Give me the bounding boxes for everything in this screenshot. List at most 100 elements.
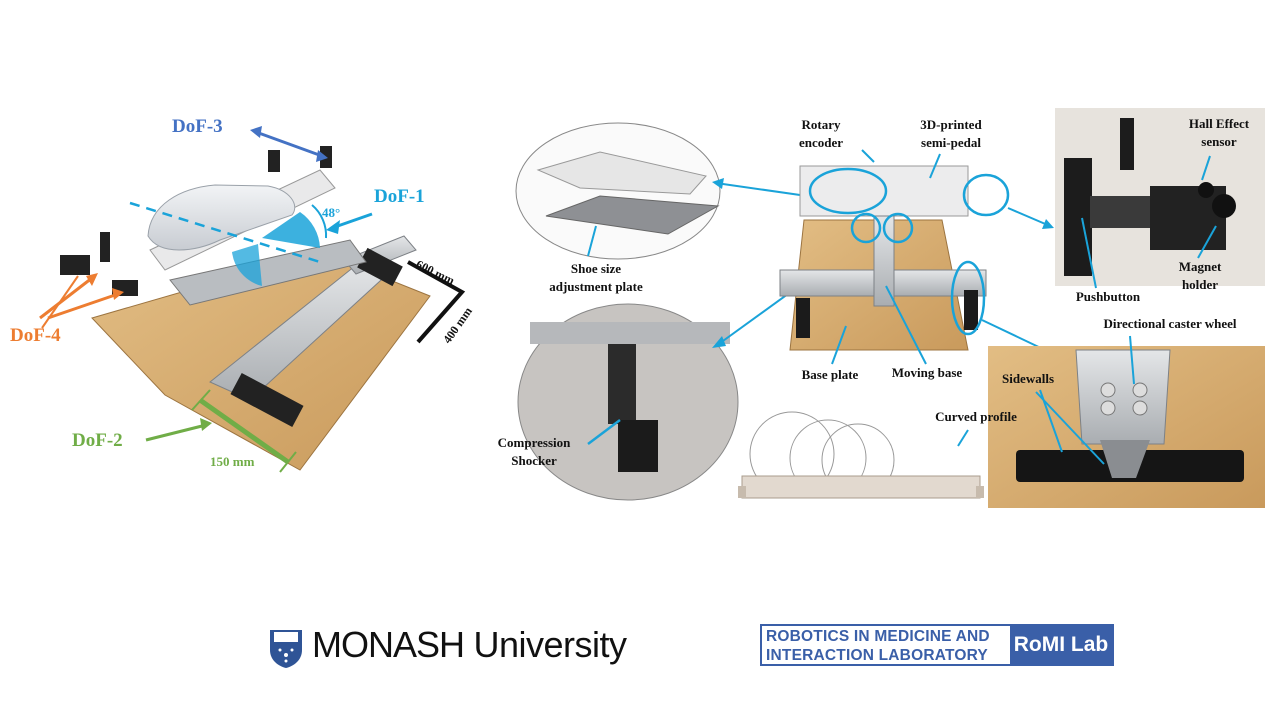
left-caster-back bbox=[357, 247, 403, 287]
hall-callout bbox=[1201, 155, 1211, 181]
dimension-corner bbox=[407, 260, 466, 344]
dof2-tick-a bbox=[191, 389, 211, 411]
shoe-plate-top bbox=[536, 151, 707, 195]
profile-bar bbox=[741, 475, 981, 499]
shoe-plate-pointer-head bbox=[712, 178, 724, 189]
left-moving-frame bbox=[169, 239, 367, 306]
profile-end-right bbox=[976, 486, 984, 498]
caster-bolt-2 bbox=[1132, 382, 1148, 398]
compression-label-line2: Shocker bbox=[511, 453, 557, 468]
left-bracket-1 bbox=[268, 150, 280, 172]
rotary-encoder-label: Rotary encoder bbox=[788, 116, 854, 152]
caster-circle bbox=[950, 260, 986, 336]
encoder-callout bbox=[861, 149, 875, 163]
hall-pointer bbox=[1007, 207, 1051, 227]
caster-bolt-4 bbox=[1132, 400, 1148, 416]
top-pedal bbox=[799, 165, 969, 217]
dof4-arrowhead-a bbox=[86, 273, 98, 286]
shocker-frame bbox=[530, 322, 730, 344]
dof1-arrowhead bbox=[326, 220, 340, 234]
monash-crest-icon bbox=[270, 630, 302, 668]
semi-pedal-label: 3D-printed semi-pedal bbox=[906, 116, 996, 152]
caster-wheel-label: Directional caster wheel bbox=[1103, 316, 1237, 331]
semi-pedal-label-line1: 3D-printed bbox=[920, 117, 982, 132]
base-plate-label: Base plate bbox=[801, 367, 859, 382]
shocker-spring bbox=[608, 344, 636, 424]
hall-circle bbox=[962, 173, 1010, 217]
dof4-label: DoF-4 bbox=[10, 325, 61, 346]
center-circle-b bbox=[882, 212, 914, 244]
left-bracket-4 bbox=[100, 232, 110, 262]
dof3-label: DoF-3 bbox=[172, 116, 223, 137]
sensor-plate bbox=[1064, 158, 1092, 276]
magnet-callout bbox=[1197, 225, 1217, 259]
sidewalls-callout-b bbox=[1035, 391, 1105, 465]
romi-logo-line2: INTERACTION LABORATORY bbox=[766, 647, 988, 664]
romi-logo: ROBOTICS IN MEDICINE AND INTERACTION LAB… bbox=[760, 624, 1114, 666]
sidewalls-label: Sidewalls bbox=[1001, 371, 1054, 386]
dof3-arrowhead-b bbox=[316, 150, 328, 162]
left-bracket-3 bbox=[60, 255, 90, 275]
caster-callout bbox=[1129, 335, 1135, 385]
rotary-encoder-label-line1: Rotary bbox=[801, 117, 841, 132]
monash-logo-strong: MONASH bbox=[312, 624, 465, 665]
magnet-holder-label: Magnet holder bbox=[1170, 258, 1230, 294]
dim-150-label: 150 mm bbox=[210, 454, 255, 469]
encoder-circle bbox=[808, 167, 888, 215]
hall-sensor-disc bbox=[1198, 182, 1214, 198]
moving-base-callout bbox=[885, 285, 927, 365]
romi-logo-tag: RoMI Lab bbox=[1010, 626, 1112, 664]
semipedal-callout bbox=[929, 153, 941, 179]
dof2-tick-b bbox=[279, 451, 297, 473]
shoe-plate-callout bbox=[587, 225, 597, 257]
caster-bolt-1 bbox=[1100, 382, 1116, 398]
compression-label-line1: Compression bbox=[497, 435, 571, 450]
left-shoe bbox=[147, 184, 296, 251]
shocker-callout bbox=[587, 419, 621, 445]
angle-arc bbox=[311, 204, 328, 239]
shoe-plate-bottom bbox=[545, 195, 720, 235]
shocker-pointer-head bbox=[712, 336, 726, 348]
dof1-wedge bbox=[262, 212, 320, 248]
angle-label: 48° bbox=[322, 205, 341, 220]
center-circle-a bbox=[850, 212, 882, 244]
dof2-travel bbox=[198, 397, 290, 465]
dof2-arrowhead bbox=[200, 418, 212, 431]
compression-label: Compression Shocker bbox=[486, 434, 582, 470]
magnet-holder-disc bbox=[1212, 194, 1236, 218]
semi-pedal-label-line2: semi-pedal bbox=[921, 135, 981, 150]
dof2-arrow bbox=[145, 423, 207, 442]
base-plate-callout bbox=[831, 325, 847, 365]
dof1-wedge-lower bbox=[232, 244, 262, 286]
magnet-holder-label-line1: Magnet bbox=[1178, 259, 1222, 274]
dof3-arrowhead-a bbox=[250, 126, 262, 138]
monash-logo-rest: University bbox=[464, 624, 628, 665]
shoe-plate-pointer bbox=[715, 182, 801, 196]
caster-mount bbox=[1075, 349, 1171, 445]
caster-bolt-3 bbox=[1100, 400, 1116, 416]
sensor-post bbox=[1120, 118, 1134, 170]
curved-profile-callout bbox=[957, 429, 969, 447]
caster-wheel-holder bbox=[1100, 440, 1150, 478]
pushbutton-label: Pushbutton bbox=[1075, 289, 1141, 304]
top-foot-left bbox=[796, 298, 810, 338]
hall-effect-label: Hall Effect sensor bbox=[1176, 115, 1262, 151]
hall-pointer-head bbox=[1042, 219, 1054, 229]
dof3-arrow bbox=[255, 130, 323, 158]
romi-logo-lines: ROBOTICS IN MEDICINE AND INTERACTION LAB… bbox=[766, 627, 990, 665]
shoe-plate-label-line2: adjustment plate bbox=[549, 279, 643, 294]
dof4-arrow-a bbox=[39, 276, 93, 320]
sensor-body bbox=[1150, 186, 1226, 250]
dof4-arrowhead-b bbox=[112, 288, 124, 300]
top-foot-right bbox=[964, 290, 978, 330]
dof4-arrow-b bbox=[47, 292, 119, 320]
hall-effect-label-line2: sensor bbox=[1201, 134, 1237, 149]
profile-end-left bbox=[738, 486, 746, 498]
magnet-holder-label-line2: holder bbox=[1181, 277, 1219, 292]
dof4-arrow-c bbox=[41, 275, 79, 329]
dof1-label: DoF-1 bbox=[374, 186, 425, 207]
moving-base-label: Moving base bbox=[891, 365, 963, 380]
romi-logo-line1: ROBOTICS IN MEDICINE AND bbox=[766, 628, 990, 645]
